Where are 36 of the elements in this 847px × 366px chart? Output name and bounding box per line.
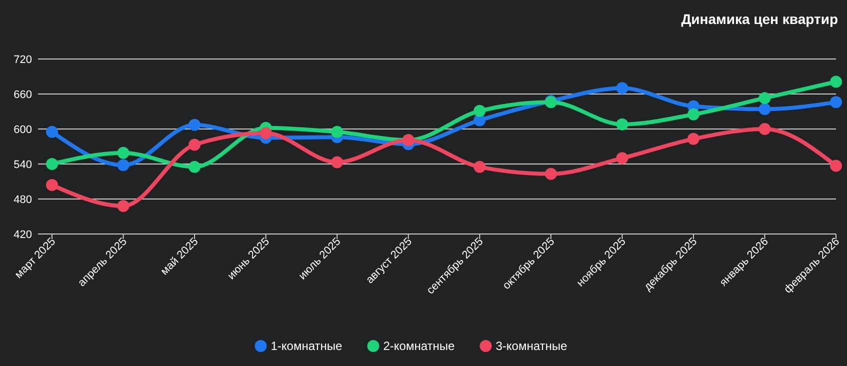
point	[117, 146, 130, 159]
point	[117, 159, 130, 172]
point	[331, 156, 344, 168]
point	[758, 92, 771, 104]
legend-label: 1-комнатные	[270, 339, 343, 353]
y-tick-label: 660	[14, 89, 32, 101]
y-tick-label: 600	[14, 124, 32, 136]
point	[331, 126, 344, 138]
legend-label: 2-комнатные	[383, 339, 456, 353]
point	[616, 152, 628, 164]
point	[687, 132, 700, 145]
legend-label: 3-комнатные	[496, 339, 568, 353]
point	[544, 168, 557, 180]
point	[616, 82, 628, 94]
chart-title: Динамика цен квартир	[681, 11, 838, 27]
point	[830, 76, 842, 88]
point	[46, 126, 58, 138]
point	[260, 127, 272, 140]
y-tick-label: 540	[14, 159, 32, 171]
point	[46, 179, 58, 191]
point	[188, 138, 201, 151]
point	[830, 160, 842, 172]
point	[188, 118, 201, 131]
point	[758, 123, 771, 135]
point	[830, 96, 842, 108]
point	[46, 158, 58, 170]
point	[188, 160, 201, 173]
point	[117, 200, 130, 212]
point	[758, 103, 771, 116]
point	[616, 118, 628, 130]
point	[474, 104, 486, 117]
y-tick-label: 720	[14, 54, 32, 66]
point	[474, 160, 486, 173]
y-tick-label: 480	[14, 194, 32, 206]
y-tick-label: 420	[14, 229, 32, 241]
point	[687, 108, 700, 120]
